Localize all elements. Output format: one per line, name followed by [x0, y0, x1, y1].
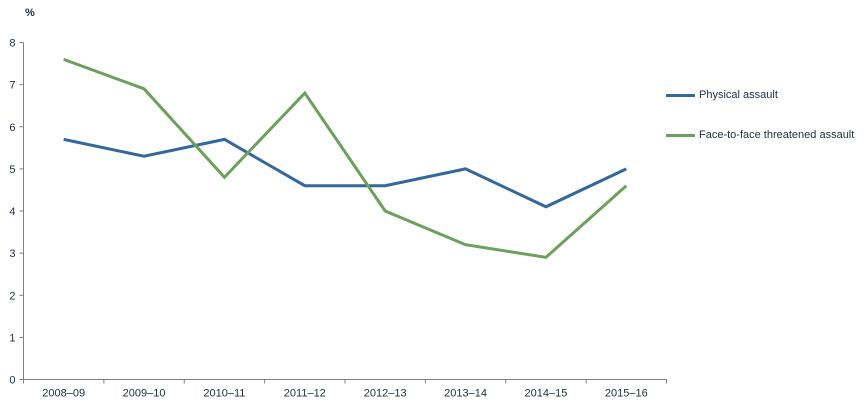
legend-line-swatch-green: [666, 133, 695, 137]
y-axis-unit-label: %: [25, 7, 35, 19]
series-line-face-to-face-threatened-assault: [63, 57, 628, 259]
y-tick-label: 1: [9, 332, 15, 344]
series-line-physical-assault: [63, 137, 627, 209]
x-tick-label: 2009–10: [123, 388, 166, 400]
y-tick-label: 6: [9, 122, 15, 134]
y-tick-label: 8: [9, 38, 15, 50]
x-tick-label: 2008–09: [42, 388, 85, 400]
legend-label-physical-assault: Physical assault: [699, 89, 778, 101]
y-tick-label: 5: [9, 164, 15, 176]
y-tick-label: 3: [9, 248, 15, 260]
y-tick-label: 2: [9, 290, 15, 302]
x-tick-label: 2012–13: [364, 388, 407, 400]
x-tick-label: 2013–14: [444, 388, 487, 400]
legend-line-swatch-blue: [666, 93, 695, 97]
legend-label-threatened-assault: Face-to-face threatened assault: [699, 129, 855, 141]
x-tick-label: 2010–11: [203, 388, 245, 400]
y-tick-label: 0: [9, 375, 15, 387]
x-tick-label: 2015–16: [605, 388, 648, 400]
y-tick-label: 7: [9, 80, 15, 92]
x-tick-label: 2014–15: [525, 388, 568, 400]
y-tick-label: 4: [9, 206, 15, 218]
x-tick-label: 2011–12: [284, 388, 326, 400]
legend-item-threatened-assault: Face-to-face threatened assault: [666, 129, 854, 141]
legend-item-physical-assault: Physical assault: [666, 89, 778, 101]
